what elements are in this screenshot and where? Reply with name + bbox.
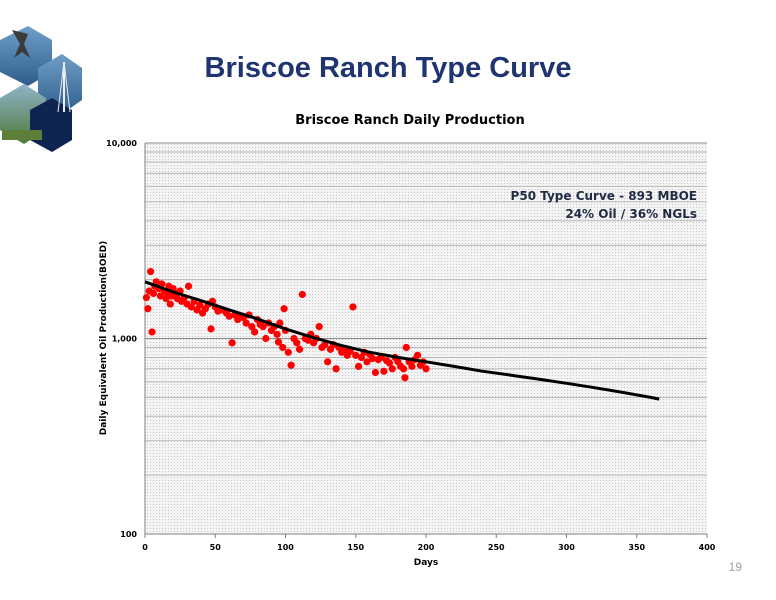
slide-title: Briscoe Ranch Type Curve	[204, 52, 572, 84]
data-point	[147, 267, 155, 276]
data-point	[349, 303, 357, 311]
data-point	[369, 354, 377, 363]
data-point	[273, 330, 281, 338]
data-point	[196, 301, 204, 309]
data-point	[371, 368, 380, 377]
data-point	[156, 292, 165, 300]
data-point	[295, 345, 304, 353]
company-logo	[0, 26, 82, 152]
data-point	[148, 328, 156, 336]
data-point	[399, 365, 408, 373]
data-point	[284, 348, 292, 356]
data-point	[315, 323, 323, 331]
x-tick-label: 400	[699, 543, 716, 552]
x-tick-labels: 0 50 100 150 200 250 300 350 400	[142, 543, 716, 552]
data-point	[332, 365, 340, 373]
x-tick-label: 200	[418, 543, 435, 552]
data-point	[352, 351, 360, 359]
x-tick-label: 300	[558, 543, 575, 552]
data-point	[142, 293, 151, 302]
x-tick-label: 0	[142, 543, 148, 552]
data-point	[144, 305, 152, 313]
data-point	[262, 334, 270, 343]
data-point	[363, 358, 371, 366]
page-number: 19	[728, 560, 742, 574]
data-point	[280, 305, 288, 313]
data-point	[408, 362, 416, 370]
data-point	[401, 374, 409, 382]
data-point	[184, 282, 193, 290]
data-point	[225, 312, 233, 320]
data-point	[413, 351, 422, 359]
data-point	[380, 367, 388, 375]
y-tick-label: 10,000	[106, 139, 137, 148]
data-point	[149, 289, 158, 298]
y-tick-label: 100	[120, 530, 137, 539]
data-point	[354, 362, 363, 370]
x-axis-title: Days	[414, 558, 439, 568]
data-point	[304, 336, 312, 344]
data-point	[248, 323, 256, 331]
axes	[144, 143, 708, 538]
logo-hex-2	[38, 54, 82, 114]
x-tick-label: 50	[210, 543, 222, 552]
data-point	[385, 359, 394, 367]
y-axis-title: Daily Equivalent Oil Production(BOED)	[99, 241, 109, 435]
data-point	[293, 339, 301, 347]
data-point	[402, 343, 410, 352]
data-point	[152, 278, 160, 286]
logo-figure	[12, 30, 30, 58]
x-tick-label: 250	[488, 543, 505, 552]
data-point	[166, 300, 174, 308]
annotation-type-curve: P50 Type Curve - 893 MBOE	[511, 189, 697, 203]
data-point	[298, 290, 306, 299]
data-point	[274, 338, 283, 346]
data-point	[259, 323, 267, 331]
data-point	[228, 339, 236, 347]
data-point	[187, 303, 195, 311]
x-tick-label: 100	[277, 543, 294, 552]
data-point	[287, 361, 295, 369]
type-curve-line	[144, 280, 660, 401]
data-point	[207, 325, 215, 333]
x-tick-label: 350	[628, 543, 645, 552]
data-point	[388, 365, 396, 373]
y-tick-labels: 100 1,000 10,000	[106, 139, 137, 539]
data-point	[422, 365, 430, 373]
data-point	[279, 343, 287, 352]
data-point	[324, 358, 332, 366]
data-point	[242, 319, 250, 327]
y-tick-label: 1,000	[112, 335, 138, 344]
x-tick-label: 150	[347, 543, 364, 552]
chart-title: Briscoe Ranch Daily Production	[295, 113, 525, 128]
annotation-oil-ngl: 24% Oil / 36% NGLs	[565, 207, 697, 221]
data-point	[250, 328, 259, 336]
